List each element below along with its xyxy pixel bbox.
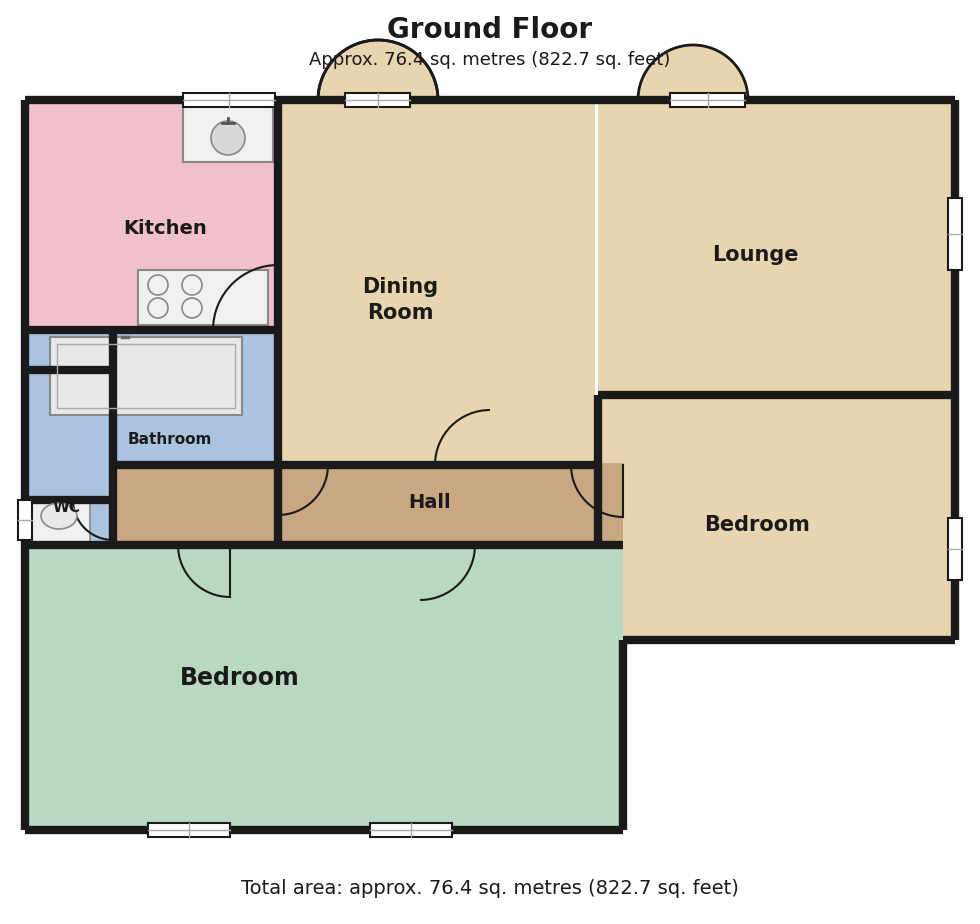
Text: Bathroom: Bathroom <box>127 432 213 447</box>
Bar <box>598 395 955 640</box>
Text: Hall: Hall <box>409 492 452 512</box>
Text: Kitchen: Kitchen <box>123 218 207 237</box>
Bar <box>670 93 745 107</box>
Bar <box>57 344 235 408</box>
Bar <box>50 337 242 415</box>
Text: Lounge: Lounge <box>711 245 799 265</box>
Bar <box>948 518 962 580</box>
Bar <box>138 270 268 325</box>
Bar <box>278 100 595 490</box>
Text: Approx. 76.4 sq. metres (822.7 sq. feet): Approx. 76.4 sq. metres (822.7 sq. feet) <box>310 51 670 69</box>
Text: Total area: approx. 76.4 sq. metres (822.7 sq. feet): Total area: approx. 76.4 sq. metres (822… <box>241 879 739 897</box>
Bar <box>28 498 90 542</box>
Bar <box>370 823 452 837</box>
Text: Bedroom: Bedroom <box>180 666 300 690</box>
Bar <box>598 100 955 395</box>
Bar <box>25 545 623 830</box>
Bar <box>948 198 962 270</box>
Ellipse shape <box>41 503 77 529</box>
Bar <box>18 500 32 540</box>
Bar <box>183 104 273 162</box>
Bar <box>25 100 278 330</box>
Text: WC: WC <box>53 501 81 516</box>
Polygon shape <box>638 45 748 100</box>
Bar <box>148 823 230 837</box>
Bar <box>25 500 115 545</box>
Text: Dining
Room: Dining Room <box>362 277 438 323</box>
Polygon shape <box>318 40 438 100</box>
Text: Ground Floor: Ground Floor <box>387 16 593 44</box>
Circle shape <box>211 121 245 155</box>
Bar <box>25 330 278 500</box>
Text: Bedroom: Bedroom <box>704 515 809 535</box>
Bar <box>113 463 623 545</box>
Bar <box>345 93 410 107</box>
Bar <box>183 93 275 107</box>
